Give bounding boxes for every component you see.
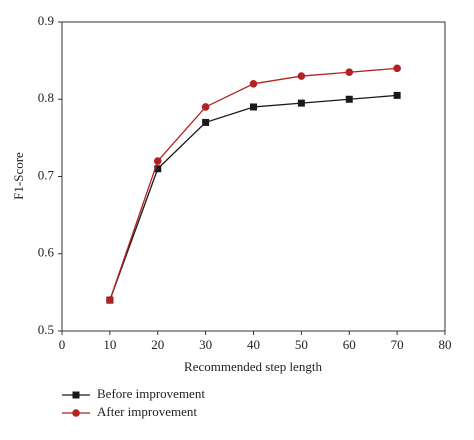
legend-marker xyxy=(72,409,80,417)
x-tick-label: 70 xyxy=(391,337,404,352)
y-tick-label: 0.6 xyxy=(38,245,55,260)
legend-label: Before improvement xyxy=(97,386,205,401)
y-tick-label: 0.8 xyxy=(38,90,54,105)
y-axis-label: F1-Score xyxy=(11,152,26,200)
data-point xyxy=(202,118,210,126)
legend-marker xyxy=(72,391,80,399)
x-axis-label: Recommended step length xyxy=(184,359,322,374)
x-tick-label: 60 xyxy=(343,337,356,352)
x-tick-label: 20 xyxy=(151,337,164,352)
y-tick-label: 0.9 xyxy=(38,13,54,28)
series-line xyxy=(109,94,398,301)
data-point xyxy=(393,64,401,73)
data-point xyxy=(106,296,114,304)
y-tick-label: 0.5 xyxy=(38,322,54,337)
data-point xyxy=(154,165,162,173)
x-tick-label: 80 xyxy=(439,337,452,352)
data-point xyxy=(201,103,210,111)
data-point xyxy=(345,68,354,77)
series-line xyxy=(109,67,398,301)
x-tick-label: 30 xyxy=(199,337,212,352)
data-point xyxy=(153,157,162,165)
data-point xyxy=(250,103,257,111)
x-tick-label: 10 xyxy=(103,337,116,352)
x-tick-label: 50 xyxy=(295,337,308,352)
y-tick-label: 0.7 xyxy=(38,167,55,182)
x-tick-label: 0 xyxy=(59,337,66,352)
data-point xyxy=(345,95,353,103)
legend-label: After improvement xyxy=(97,404,197,419)
data-point xyxy=(249,80,258,88)
data-point xyxy=(297,72,306,80)
data-point xyxy=(297,99,305,107)
plot-frame xyxy=(61,21,446,332)
x-tick-label: 40 xyxy=(247,337,260,352)
data-point xyxy=(393,91,401,99)
